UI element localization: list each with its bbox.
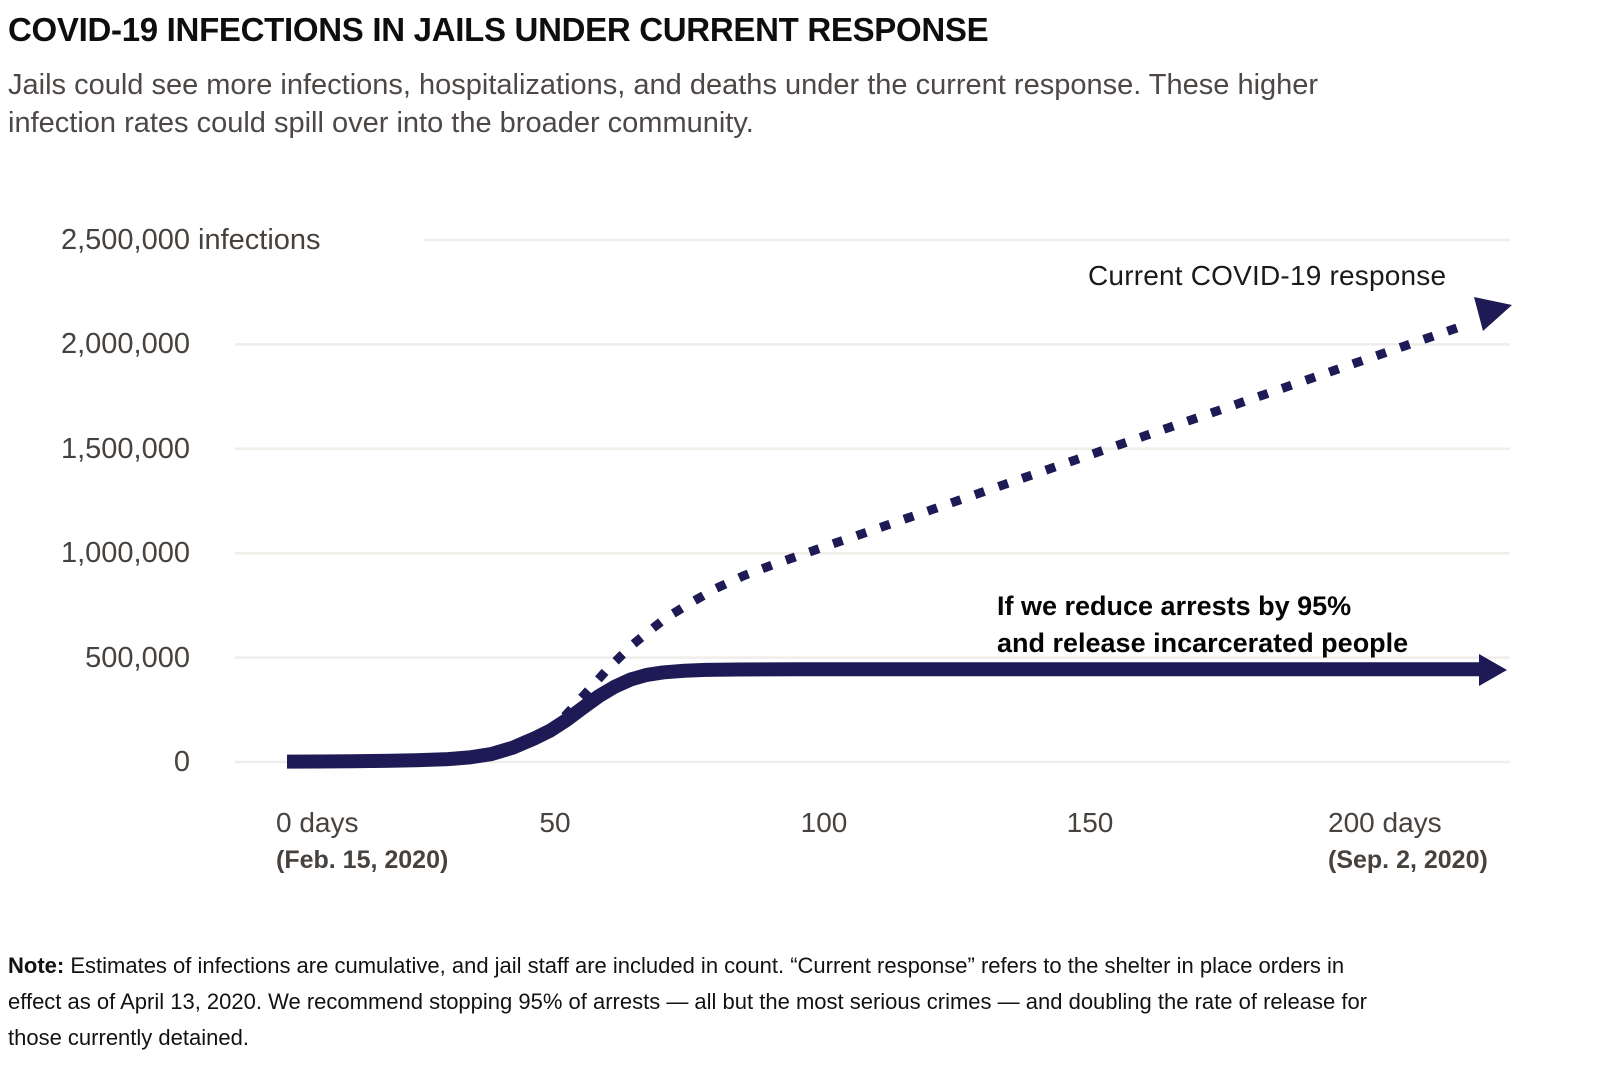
series-label-reduce-arrests: If we reduce arrests by 95% and release i…: [997, 588, 1408, 662]
y-axis-tick-label: 0: [173, 746, 190, 778]
footnote-line3: those currently detained.: [8, 1025, 249, 1050]
page-title: COVID-19 INFECTIONS IN JAILS UNDER CURRE…: [8, 11, 989, 48]
x-axis-tick-label-50: 50: [539, 807, 571, 838]
y-axis-tick-label: 500,000: [85, 642, 190, 674]
y-axis-unit-label: infections: [198, 224, 321, 256]
x-axis-tick-label-150: 150: [1066, 807, 1114, 838]
y-axis-tick-label: 2,000,000: [60, 328, 190, 360]
x-axis-date-label-end: (Sep. 2, 2020): [1328, 846, 1488, 874]
footnote-label: Note:: [8, 953, 65, 978]
footnote: Note: Estimates of infections are cumula…: [8, 948, 1588, 1056]
chart-subtitle: Jails could see more infections, hospita…: [8, 66, 1568, 142]
series-label-reduce-line1: If we reduce arrests by 95%: [997, 591, 1352, 621]
series-label-reduce-line2: and release incarcerated people: [997, 628, 1409, 658]
y-axis-tick-label: 2,500,000: [60, 224, 190, 256]
chart-subtitle-line1: Jails could see more infections, hospita…: [8, 69, 1319, 101]
x-axis-tick-label-200: 200 days: [1328, 807, 1442, 838]
footnote-line1: Estimates of infections are cumulative, …: [70, 953, 1345, 978]
footnote-line2: effect as of April 13, 2020. We recommen…: [8, 989, 1368, 1014]
series-label-current-response: Current COVID-19 response: [1088, 260, 1447, 291]
chart-subtitle-line2: infection rates could spill over into th…: [8, 107, 754, 139]
y-axis-tick-label: 1,500,000: [60, 433, 190, 465]
x-axis-tick-label-100: 100: [800, 807, 848, 838]
y-axis-tick-label: 1,000,000: [60, 537, 190, 569]
x-axis-date-label-start: (Feb. 15, 2020): [276, 846, 449, 874]
x-axis-tick-label-0: 0 days: [276, 807, 359, 838]
